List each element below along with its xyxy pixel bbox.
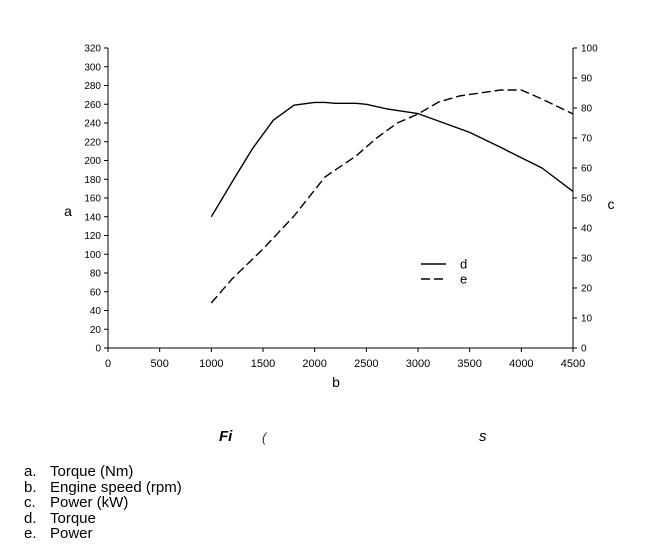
y-left-tick-label: 60	[90, 287, 102, 298]
y-right-axis-label: c	[608, 196, 615, 212]
y-left-tick-label: 300	[84, 62, 101, 73]
y-right-tick-label: 0	[581, 344, 587, 355]
figure-caption-suffix: s	[479, 428, 487, 445]
y-left-tick-label: 20	[90, 325, 102, 336]
note-key: c.	[24, 494, 36, 511]
y-left-tick-label: 240	[84, 119, 101, 130]
x-tick-label: 3500	[457, 358, 481, 370]
series-line-e	[210, 89, 574, 304]
x-tick-label: 4500	[561, 358, 585, 370]
legend-group: de	[421, 257, 467, 287]
y-right-tick-label: 40	[581, 224, 593, 235]
y-left-tick-label: 160	[84, 194, 101, 205]
series-group	[210, 89, 574, 304]
x-tick-label: 4000	[509, 358, 533, 370]
y-right-tick-label: 60	[581, 164, 593, 175]
y-left-tick-label: 180	[84, 175, 101, 186]
y-right-tick-label: 80	[581, 104, 593, 115]
note-key: a.	[24, 463, 37, 480]
note-text: Power	[50, 525, 93, 542]
y-left-tick-label: 80	[90, 269, 102, 280]
note-item: e. Power	[24, 526, 182, 542]
x-tick-label: 2500	[354, 358, 378, 370]
x-tick-label: 2000	[302, 358, 326, 370]
note-text: Power (kW)	[50, 494, 129, 511]
y-left-tick-label: 200	[84, 156, 101, 167]
series-line-d	[210, 101, 574, 218]
note-item: d. Torque	[24, 509, 182, 527]
y-left-tick-label: 140	[84, 212, 101, 223]
y-right-tick-label: 20	[581, 284, 593, 295]
y-right-tick-label: 70	[581, 134, 593, 145]
y-left-tick-label: 40	[90, 306, 102, 317]
y-left-tick-label: 280	[84, 81, 101, 92]
note-text: Torque	[50, 509, 96, 527]
ticks-group: 0204060801001201401601802002202402602803…	[84, 44, 598, 371]
note-key: b.	[24, 478, 37, 496]
x-tick-label: 500	[150, 358, 168, 370]
x-tick-label: 1000	[199, 358, 223, 370]
y-left-tick-label: 120	[84, 231, 101, 242]
y-right-tick-label: 100	[581, 44, 598, 55]
axes-group	[107, 48, 574, 349]
figure-caption-prefix: Fi	[219, 428, 233, 445]
note-key: e.	[24, 525, 37, 542]
y-right-tick-label: 10	[581, 314, 593, 325]
x-axis-label: b	[332, 374, 340, 390]
legend-label-e: e	[460, 272, 467, 287]
x-tick-label: 3000	[406, 358, 430, 370]
y-left-tick-label: 260	[84, 100, 101, 111]
note-item: b. Engine speed (rpm)	[24, 478, 182, 496]
y-right-tick-label: 50	[581, 194, 593, 205]
y-left-tick-label: 220	[84, 137, 101, 148]
note-text: Engine speed (rpm)	[50, 478, 182, 496]
x-tick-label: 1500	[251, 358, 275, 370]
y-left-tick-label: 320	[84, 44, 101, 55]
y-left-tick-label: 0	[95, 344, 101, 355]
y-left-tick-label: 100	[84, 250, 101, 261]
legend-label-d: d	[460, 257, 467, 272]
y-left-axis-label: a	[64, 203, 72, 219]
x-tick-label: 0	[105, 358, 111, 370]
notes-list: a. Torque (Nm) b. Engine speed (rpm) c. Pow…	[24, 464, 182, 542]
note-key: d.	[24, 509, 37, 527]
note-item: a. Torque (Nm)	[24, 464, 182, 480]
note-text: Torque (Nm)	[50, 463, 134, 480]
y-right-tick-label: 30	[581, 254, 593, 265]
y-right-tick-label: 90	[581, 74, 593, 85]
note-item: c. Power (kW)	[24, 495, 182, 511]
figure-caption-middle: (	[262, 430, 267, 445]
